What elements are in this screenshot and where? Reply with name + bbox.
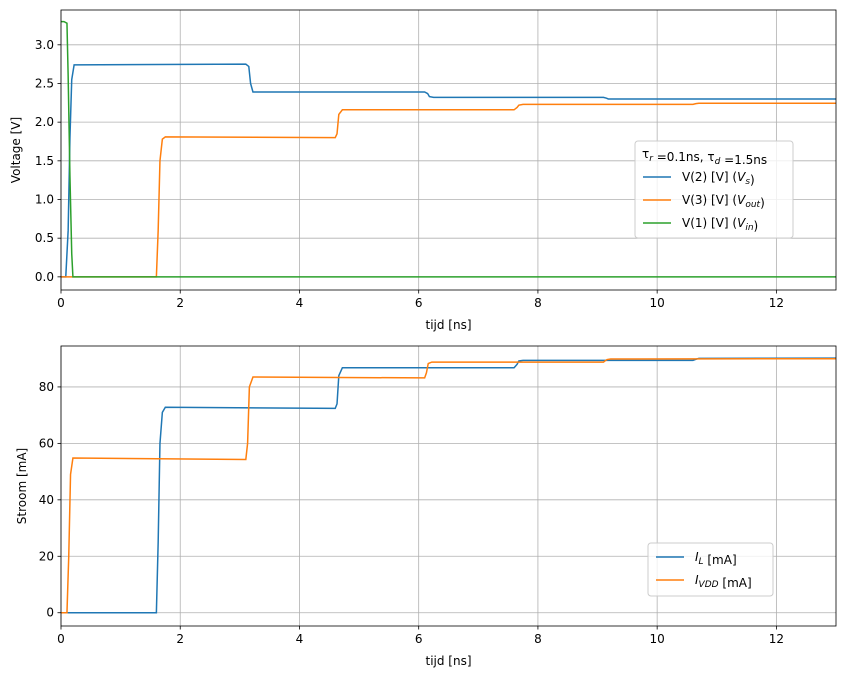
x-tick-label: 2 [176, 296, 184, 310]
y-tick-label: 0.0 [35, 270, 54, 284]
x-tick-label: 0 [57, 632, 65, 646]
series-line-2 [61, 20, 836, 278]
legend-entry-part: ) [760, 196, 765, 210]
y-tick-label: 0.5 [35, 231, 54, 245]
plot-frame [60, 345, 837, 627]
legend-entry-part: ) [750, 173, 755, 187]
legend-title-subscript: r [649, 154, 654, 164]
x-tick-label: 6 [415, 632, 423, 646]
legend-title-subscript: d [715, 157, 721, 167]
x-tick-label: 0 [57, 296, 65, 310]
chart-voltage: 0 2 4 6 8 10 12 0.0 0.5 1.0 1.5 2.0 2.5 3.0 tijd [ns] V… [9, 9, 837, 332]
y-tick-label: 2.0 [35, 115, 54, 129]
x-tick-label: 4 [296, 632, 304, 646]
legend-entry: IVDD [mA] [695, 573, 752, 590]
legend-entry-part: V(2) [V] ( [682, 170, 737, 184]
x-tick-label: 12 [769, 632, 784, 646]
x-tick-label: 8 [534, 632, 542, 646]
legend-title-part: =1.5ns [720, 153, 767, 167]
legend-entry-subscript: s [745, 177, 750, 187]
legend-entry-subscript: VDD [699, 580, 719, 590]
y-tick-label: 0 [46, 606, 54, 620]
legend-title-part: τ [707, 150, 714, 164]
plot-frame [60, 9, 837, 291]
legend-entry-part: I [695, 573, 699, 587]
y-tick-label: 1.5 [35, 154, 54, 168]
legend-entry-part: V [737, 193, 746, 207]
legend-entry: V(2) [V] (Vs) [682, 170, 755, 187]
y-tick-label: 2.5 [35, 76, 54, 90]
legend-entry-part: V(3) [V] ( [682, 193, 737, 207]
legend-entry-part: ) [754, 219, 759, 233]
legend-entry-part: [mA] [719, 576, 752, 590]
y-tick-label: 20 [39, 549, 54, 563]
y-tick-label: 80 [39, 380, 54, 394]
x-axis-label: tijd [ns] [425, 318, 471, 332]
legend-entry-subscript: L [699, 557, 704, 567]
x-tick-label: 6 [415, 296, 423, 310]
y-tick-label: 40 [39, 493, 54, 507]
x-axis-label: tijd [ns] [425, 654, 471, 668]
legend-entry-part: V [737, 170, 746, 184]
x-tick-label: 8 [534, 296, 542, 310]
legend-entry-part: V(1) [V] ( [682, 216, 737, 230]
legend-entry-part: [mA] [704, 553, 737, 567]
y-tick-label: 3.0 [35, 38, 54, 52]
x-tick-label: 10 [650, 632, 665, 646]
legend-entry-part: V [737, 216, 746, 230]
chart-current: 0 2 4 6 8 10 12 0 20 40 60 80 tijd [ns] Stroom [mA] IL… [15, 345, 837, 668]
legend-entry-subscript: in [745, 223, 754, 233]
legend-box [634, 140, 794, 239]
series-line-1 [61, 102, 836, 278]
legend: IL [mA]IVDD [mA] [647, 542, 774, 597]
x-tick-label: 12 [769, 296, 784, 310]
y-axis-label: Stroom [mA] [15, 448, 29, 524]
y-axis-label: Voltage [V] [9, 117, 23, 183]
legend-title-part: =0.1ns, [653, 150, 707, 164]
legend-entry-subscript: out [745, 200, 760, 210]
legend-entry: IL [mA] [695, 550, 737, 567]
y-tick-label: 60 [39, 436, 54, 450]
x-tick-label: 4 [296, 296, 304, 310]
y-tick-label: 1.0 [35, 193, 54, 207]
legend-entry-part: I [695, 550, 699, 564]
series-line-0 [61, 357, 836, 614]
legend-entry: V(1) [V] (Vin) [682, 216, 758, 233]
x-tick-label: 10 [650, 296, 665, 310]
series-line-1 [61, 357, 836, 614]
x-tick-label: 2 [176, 632, 184, 646]
legend-title-part: τ [642, 147, 649, 161]
legend-title: τr =0.1ns, τd =1.5ns [642, 147, 767, 167]
legend-entry: V(3) [V] (Vout) [682, 193, 765, 210]
